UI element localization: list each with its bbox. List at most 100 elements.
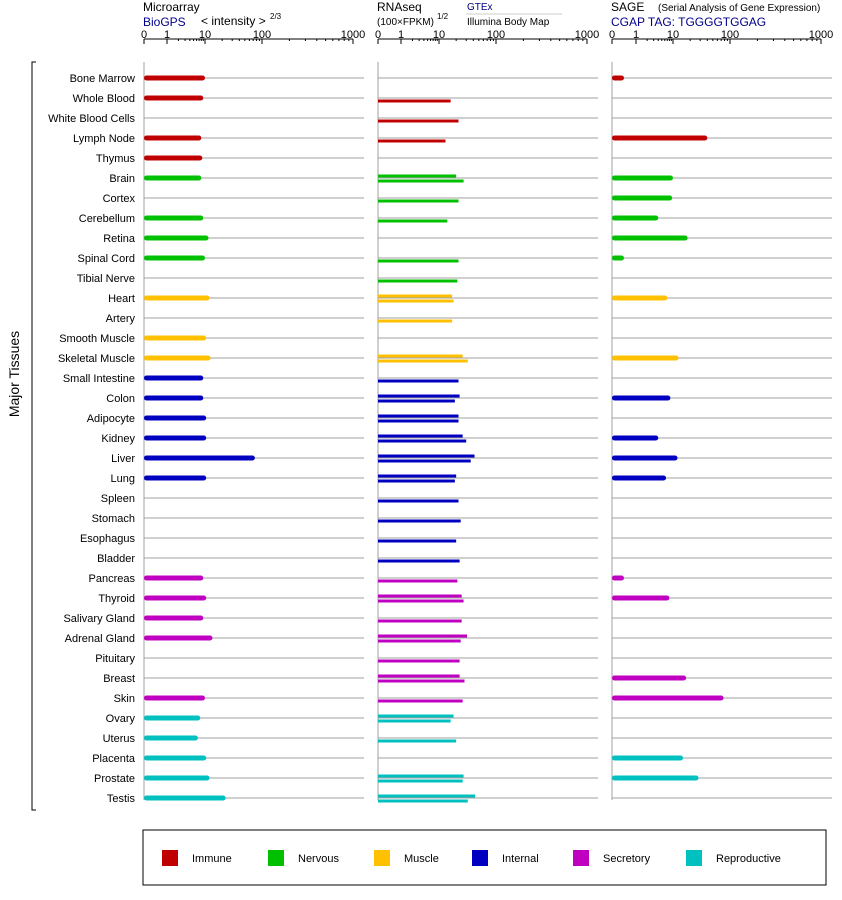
bar-rnaseq-gtex (378, 594, 462, 598)
bar-rnaseq-illumina (378, 559, 460, 563)
microarray-source: BioGPS (143, 15, 186, 29)
category-label: Thymus (96, 153, 136, 165)
bar-rnaseq-illumina (378, 659, 460, 663)
category-label: Pancreas (89, 573, 136, 585)
bar-sage (612, 455, 678, 461)
bar-sage (612, 475, 667, 481)
bar-rnaseq-illumina (378, 399, 455, 403)
category-label: Testis (107, 793, 136, 805)
legend-swatch-nervous (268, 850, 284, 866)
bar-sage (612, 395, 671, 401)
side-axis: Major Tissues (6, 61, 36, 811)
bar-rnaseq-illumina (378, 679, 465, 683)
legend-swatch-immune (162, 850, 178, 866)
legend-swatch-internal (472, 850, 488, 866)
legend-label-nervous: Nervous (298, 853, 339, 865)
category-label: Breast (103, 673, 135, 685)
category-label: Esophagus (80, 533, 136, 545)
legend-label-internal: Internal (502, 853, 539, 865)
bar-rnaseq-gtex (378, 474, 457, 478)
category-label: Placenta (92, 753, 136, 765)
category-label: Adrenal Gland (65, 633, 135, 645)
bar-microarray (144, 75, 205, 81)
bar-rnaseq-illumina (378, 739, 457, 743)
bar-rnaseq-illumina (378, 219, 448, 223)
bar-microarray (144, 755, 207, 761)
side-axis-label: Major Tissues (6, 331, 22, 417)
x-axis-tick-label: 100 (721, 29, 739, 41)
bar-sage (612, 235, 688, 241)
bar-microarray (144, 455, 255, 461)
bar-rnaseq-illumina (378, 139, 446, 143)
bar-rnaseq-illumina (378, 619, 462, 623)
category-label: Cerebellum (79, 213, 135, 225)
bar-rnaseq-illumina (378, 259, 459, 263)
bar-rnaseq-illumina (378, 499, 459, 503)
bar-microarray (144, 475, 207, 481)
sage-title: SAGE (611, 0, 644, 14)
bar-rnaseq-gtex (378, 794, 476, 798)
microarray-title: Microarray (143, 0, 200, 14)
legend-label-immune: Immune (192, 853, 232, 865)
legend-swatch-muscle (374, 850, 390, 866)
category-label: Prostate (94, 773, 135, 785)
bar-rnaseq-gtex (378, 454, 475, 458)
category-label: Spinal Cord (78, 253, 135, 265)
x-axis-tick-label: 0 (375, 29, 381, 41)
bar-sage (612, 255, 624, 261)
bar-rnaseq-gtex (378, 394, 460, 398)
category-label: Cortex (103, 193, 136, 205)
bar-rnaseq-gtex (378, 634, 468, 638)
bar-sage (612, 215, 659, 221)
legend-box (142, 829, 827, 886)
category-label: Salivary Gland (63, 613, 135, 625)
microarray-unit: < intensity > (201, 14, 266, 28)
bar-microarray (144, 795, 226, 801)
legend-label-muscle: Muscle (404, 853, 439, 865)
bar-rnaseq-illumina (378, 519, 461, 523)
bar-microarray (144, 695, 205, 701)
bar-rnaseq-gtex (378, 414, 459, 418)
legend-swatch-secretory (573, 850, 589, 866)
x-axis-tick-label: 1 (398, 29, 404, 41)
category-label: Artery (106, 313, 136, 325)
bar-sage (612, 175, 673, 181)
category-label: Lymph Node (73, 133, 135, 145)
x-axis-tick-label: 10 (199, 29, 211, 41)
bar-microarray (144, 355, 211, 361)
category-label: Stomach (92, 513, 135, 525)
bar-rnaseq-gtex (378, 174, 457, 178)
rnaseq-source-gtex: GTEx (467, 2, 493, 13)
bar-rnaseq-illumina (378, 419, 459, 423)
bar-rnaseq-illumina (378, 639, 461, 643)
category-label: Bone Marrow (70, 73, 135, 85)
bar-rnaseq-illumina (378, 479, 455, 483)
bar-microarray (144, 295, 210, 301)
x-axis-tick-label: 0 (141, 29, 147, 41)
bar-microarray (144, 135, 202, 141)
category-label: Bladder (97, 553, 135, 565)
bar-sage (612, 755, 684, 761)
bar-rnaseq-illumina (378, 459, 471, 463)
bar-microarray (144, 215, 204, 221)
bar-rnaseq-illumina (378, 99, 451, 103)
category-label: Lung (111, 473, 135, 485)
legend-label-reproductive: Reproductive (716, 853, 781, 865)
bar-microarray (144, 375, 204, 381)
category-label: White Blood Cells (48, 113, 135, 125)
category-label: Skin (114, 693, 135, 705)
bar-rnaseq-illumina (378, 279, 458, 283)
bar-rnaseq-illumina (378, 779, 463, 783)
rnaseq-source-illumina: Illumina Body Map (467, 17, 550, 28)
x-axis-tick-label: 1 (633, 29, 639, 41)
bar-sage (612, 595, 670, 601)
bar-microarray (144, 615, 204, 621)
bar-microarray (144, 575, 204, 581)
bar-microarray (144, 335, 207, 341)
bar-rnaseq-gtex (378, 774, 464, 778)
rnaseq-unit: (100×FPKM) (377, 17, 434, 28)
bar-sage (612, 135, 708, 141)
bar-microarray (144, 595, 207, 601)
bar-rnaseq-illumina (378, 719, 451, 723)
